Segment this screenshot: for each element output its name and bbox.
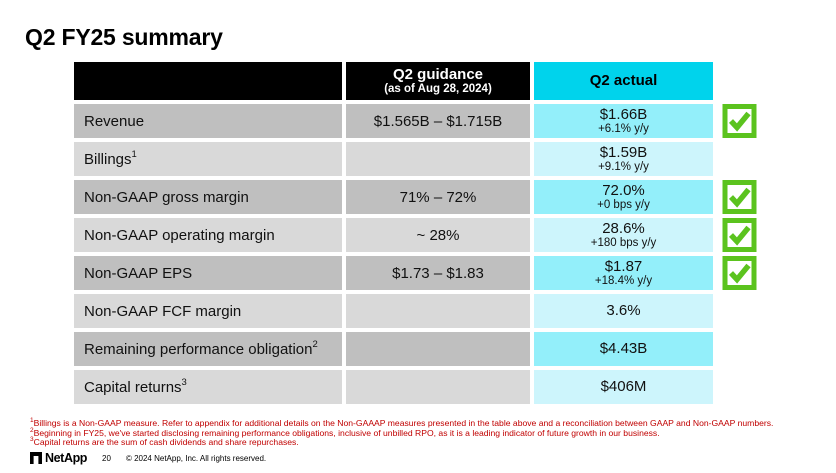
actual-yoy-change: +0 bps y/y bbox=[597, 198, 650, 211]
actual-value: $406M bbox=[600, 378, 647, 395]
row-label-text: Non-GAAP EPS bbox=[84, 264, 193, 282]
footnote-superscript: 1 bbox=[30, 417, 34, 425]
checkmark-icon bbox=[722, 180, 757, 214]
row-label: Non-GAAP gross margin bbox=[74, 180, 342, 214]
guidance-value: $1.73 – $1.83 bbox=[346, 256, 530, 290]
row-label: Revenue bbox=[74, 104, 342, 138]
summary-table: Q2 guidance (as of Aug 28, 2024) Q2 actu… bbox=[74, 62, 757, 408]
actual-value: $1.66B bbox=[599, 105, 648, 123]
actual-value: 3.6% bbox=[606, 302, 641, 319]
actual-value: $1.59B bbox=[599, 143, 648, 161]
actual-value: $4.43B bbox=[599, 340, 648, 357]
guidance-value bbox=[346, 370, 530, 404]
actual-value-cell: $1.66B +6.1% y/y bbox=[534, 104, 713, 138]
table-row: Non-GAAP operating margin ~ 28% 28.6% +180 … bbox=[74, 218, 757, 252]
page-title: Q2 FY25 summary bbox=[25, 24, 223, 50]
table-header-row: Q2 guidance (as of Aug 28, 2024) Q2 actu… bbox=[74, 62, 713, 100]
guidance-value bbox=[346, 142, 530, 176]
footnote: 1Billings is a Non-GAAP measure. Refer t… bbox=[30, 417, 822, 429]
actual-value: 28.6% bbox=[602, 219, 645, 237]
row-label-text: Revenue bbox=[84, 112, 145, 130]
row-label-text: Remaining performance obligation bbox=[84, 340, 313, 358]
row-label: Billings 1 bbox=[74, 142, 342, 176]
table-body: Revenue $1.565B – $1.715B $1.66B +6.1% y/y B… bbox=[74, 104, 757, 404]
guidance-value: ~ 28% bbox=[346, 218, 530, 252]
row-label-text: Capital returns bbox=[84, 378, 182, 396]
guidance-value bbox=[346, 294, 530, 328]
actual-yoy-change: +18.4% y/y bbox=[594, 274, 653, 287]
guidance-value: 71% – 72% bbox=[346, 180, 530, 214]
header-guidance-title: Q2 guidance bbox=[392, 65, 484, 83]
footnote-text: Beginning in FY25, we've started disclos… bbox=[33, 427, 660, 438]
actual-yoy-change: +180 bps y/y bbox=[590, 236, 657, 249]
netapp-logo-icon bbox=[30, 452, 42, 464]
brand-name: NetApp bbox=[45, 451, 88, 465]
actual-yoy-change: +9.1% y/y bbox=[598, 160, 649, 173]
footer: NetApp 20 © 2024 NetApp, Inc. All rights… bbox=[30, 451, 266, 465]
actual-value-cell: 72.0% +0 bps y/y bbox=[534, 180, 713, 214]
row-label: Non-GAAP EPS bbox=[74, 256, 342, 290]
row-label: Capital returns 3 bbox=[74, 370, 342, 404]
header-actual-cell: Q2 actual bbox=[534, 62, 713, 100]
actual-yoy-change: +6.1% y/y bbox=[598, 122, 649, 135]
page-number: 20 bbox=[102, 453, 111, 463]
header-guidance-subtitle: (as of Aug 28, 2024) bbox=[384, 82, 492, 95]
checkmark-icon bbox=[722, 256, 757, 290]
footnotes: 1Billings is a Non-GAAP measure. Refer t… bbox=[30, 417, 822, 448]
header-blank-cell bbox=[74, 62, 342, 100]
header-guidance-cell: Q2 guidance (as of Aug 28, 2024) bbox=[346, 62, 530, 100]
table-row: Revenue $1.565B – $1.715B $1.66B +6.1% y/y bbox=[74, 104, 757, 138]
actual-value-cell: $4.43B bbox=[534, 332, 713, 366]
footnote: 3Capital returns are the sum of cash div… bbox=[30, 436, 822, 448]
actual-value-cell: $406M bbox=[534, 370, 713, 404]
copyright-text: © 2024 NetApp, Inc. All rights reserved. bbox=[125, 453, 267, 463]
row-label-text: Non-GAAP operating margin bbox=[84, 226, 275, 244]
footnote: 2Beginning in FY25, we've started disclo… bbox=[30, 426, 822, 439]
table-row: Remaining performance obligation 2 $4.43B bbox=[74, 332, 713, 366]
actual-value-cell: $1.59B +9.1% y/y bbox=[534, 142, 713, 176]
row-label: Remaining performance obligation 2 bbox=[74, 332, 342, 366]
footnote-superscript: 3 bbox=[30, 436, 34, 444]
actual-value-cell: 3.6% bbox=[534, 294, 713, 328]
row-label: Non-GAAP FCF margin bbox=[74, 294, 342, 328]
guidance-value bbox=[346, 332, 530, 366]
row-label-text: Non-GAAP gross margin bbox=[84, 188, 249, 206]
table-row: Non-GAAP EPS $1.73 – $1.83 $1.87 +18.4% y/y bbox=[74, 256, 757, 290]
actual-value-cell: 28.6% +180 bps y/y bbox=[534, 218, 713, 252]
footnote-superscript: 2 bbox=[30, 426, 34, 434]
checkmark-icon bbox=[722, 104, 757, 138]
guidance-value: $1.565B – $1.715B bbox=[346, 104, 530, 138]
header-actual-title: Q2 actual bbox=[589, 72, 658, 89]
row-label-text: Non-GAAP FCF margin bbox=[84, 302, 242, 320]
footnote-text: Capital returns are the sum of cash divi… bbox=[33, 437, 299, 448]
actual-value-cell: $1.87 +18.4% y/y bbox=[534, 256, 713, 290]
checkmark-icon bbox=[722, 218, 757, 252]
table-row: Capital returns 3 $406M bbox=[74, 370, 713, 404]
footnote-text: Billings is a Non-GAAP measure. Refer to… bbox=[33, 418, 774, 428]
table-row: Non-GAAP gross margin 71% – 72% 72.0% +0 bp… bbox=[74, 180, 757, 214]
actual-value: $1.87 bbox=[604, 257, 643, 275]
actual-value: 72.0% bbox=[602, 181, 645, 199]
table-row: Billings 1 $1.59B +9.1% y/y bbox=[74, 142, 713, 176]
row-label-text: Billings bbox=[84, 150, 132, 168]
row-label: Non-GAAP operating margin bbox=[74, 218, 342, 252]
table-row: Non-GAAP FCF margin 3.6% bbox=[74, 294, 713, 328]
